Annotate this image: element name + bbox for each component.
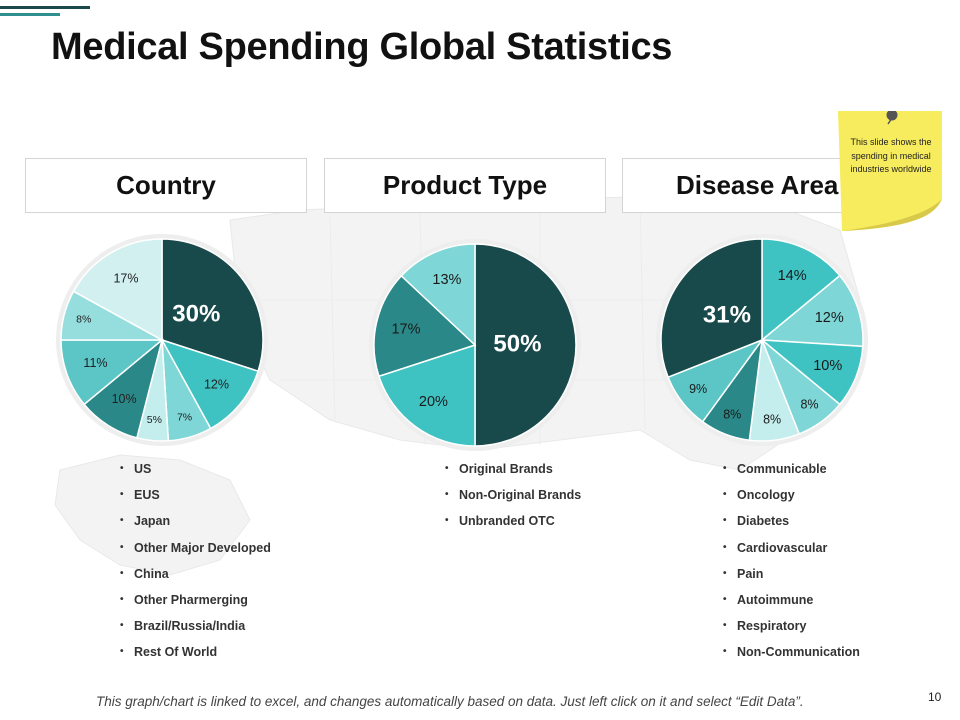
legend-item-eus: EUS (120, 488, 271, 514)
accent-bar-dark (0, 6, 90, 9)
legend-item-non-communication: Non-Communication (723, 645, 860, 671)
legend-item-original-brands: Original Brands (445, 462, 581, 488)
pie-chart-product-type: 50% 20% 17% 13% (369, 239, 581, 451)
legend-item-other-pharmerging: Other Pharmerging (120, 593, 271, 619)
data-label-country-7: 8% (76, 314, 91, 326)
pie-slice-country-8 (72, 238, 163, 342)
data-label-country-4: 5% (147, 414, 162, 426)
data-label-product-type-2: 20% (419, 394, 448, 410)
pie-chart-country: 30% 12% 7% 5% 10% 11% 8% 17% (56, 234, 268, 446)
legend-item-diabetes: Diabetes (723, 514, 860, 540)
legend-item-communicable: Communicable (723, 462, 860, 488)
pie-slice-country-1 (161, 238, 264, 373)
legend-item-non-original-brands: Non-Original Brands (445, 488, 581, 514)
legend-item-respiratory: Respiratory (723, 619, 860, 645)
pie-slice-product-type-3 (373, 274, 477, 378)
pie-slice-country-2 (160, 338, 260, 430)
legend-item-brazil-russia-india: Brazil/Russia/India (120, 619, 271, 645)
page-number: 10 (928, 690, 942, 704)
legend-item-rest-of-world: Rest Of World (120, 645, 271, 671)
data-label-disease-area-8: 31% (703, 302, 751, 329)
data-label-disease-area-3: 10% (813, 358, 842, 374)
data-label-country-8: 17% (113, 271, 138, 285)
data-label-disease-area-7: 9% (689, 382, 707, 396)
sticky-note-icon (838, 111, 942, 231)
pie-slice-product-type-2 (377, 343, 476, 447)
data-label-country-6: 11% (83, 356, 107, 370)
legend-item-cardiovascular: Cardiovascular (723, 541, 860, 567)
legend-item-us: US (120, 462, 271, 488)
footer-note: This graph/chart is linked to excel, and… (96, 694, 804, 709)
data-label-country-1: 30% (172, 300, 220, 327)
page-title: Medical Spending Global Statistics (51, 26, 673, 68)
accent-bar-teal (0, 13, 60, 16)
data-label-country-2: 12% (204, 377, 229, 391)
legend-item-unbranded-otc: Unbranded OTC (445, 514, 581, 540)
legend-item-other-major-developed: Other Major Developed (120, 541, 271, 567)
header-product-type: Product Type (324, 158, 606, 213)
header-country: Country (25, 158, 307, 213)
pie-slice-country-6 (60, 339, 165, 406)
data-label-disease-area-4: 8% (800, 398, 818, 412)
pie-slice-disease-area-2 (760, 274, 864, 348)
pie-slice-product-type-1 (474, 243, 577, 447)
sticky-note-text: This slide shows the spending in medical… (850, 137, 932, 174)
legend-country: USEUSJapanOther Major DevelopedChinaOthe… (120, 462, 271, 672)
pie-slice-disease-area-1 (761, 238, 841, 342)
legend-disease-area: CommunicableOncologyDiabetesCardiovascul… (723, 462, 860, 672)
data-label-disease-area-5: 8% (763, 412, 781, 426)
pie-slice-disease-area-8 (660, 238, 763, 379)
data-label-disease-area-6: 8% (723, 407, 741, 421)
data-label-product-type-1: 50% (493, 330, 541, 357)
pie-chart-disease-area: 14% 12% 10% 8% 8% 8% 9% 31% (656, 234, 868, 446)
data-label-disease-area-1: 14% (778, 268, 807, 284)
data-label-country-5: 10% (112, 392, 137, 406)
data-label-country-3: 7% (177, 411, 192, 423)
data-label-disease-area-2: 12% (815, 310, 844, 326)
legend-item-japan: Japan (120, 514, 271, 540)
data-label-product-type-4: 13% (432, 272, 461, 288)
legend-item-autoimmune: Autoimmune (723, 593, 860, 619)
data-label-product-type-3: 17% (391, 321, 420, 337)
pie-slice-product-type-4 (400, 243, 476, 347)
legend-item-oncology: Oncology (723, 488, 860, 514)
legend-item-pain: Pain (723, 567, 860, 593)
legend-product-type: Original BrandsNon-Original BrandsUnbran… (445, 462, 581, 541)
legend-item-china: China (120, 567, 271, 593)
